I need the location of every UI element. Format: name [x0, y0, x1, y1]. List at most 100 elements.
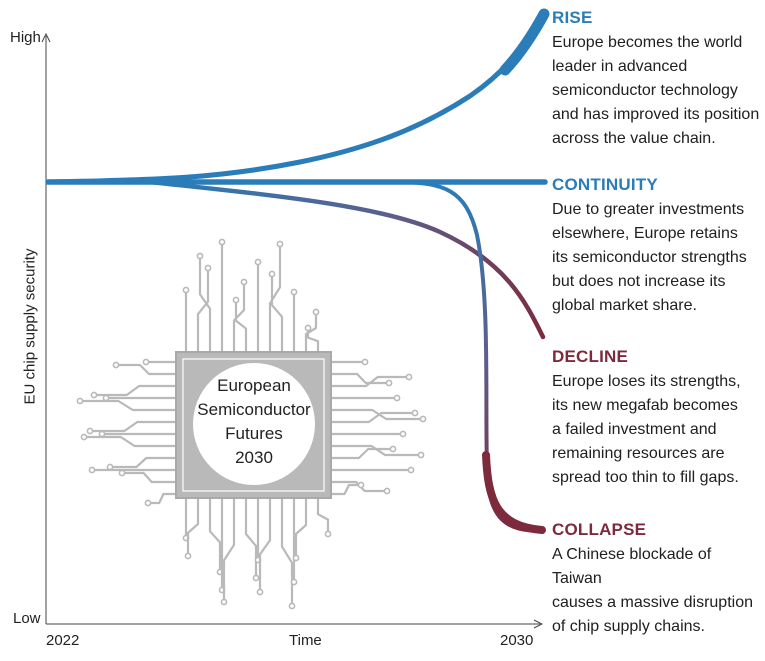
circuit-pad [252, 574, 260, 582]
circuit-pad [383, 487, 391, 495]
description-line: elsewhere, Europe retains [552, 225, 738, 242]
scenario-rise: RISE Europe becomes the world leader in … [552, 8, 764, 151]
x-axis-end-label: 2030 [500, 632, 534, 649]
circuit-pad [361, 358, 369, 366]
description-line: a failed investment and [552, 421, 717, 438]
circuit-trace [120, 471, 178, 484]
circuit-trace [316, 496, 330, 536]
circuit-pad [324, 530, 332, 538]
circuit-pad [196, 252, 204, 260]
circuit-pad [268, 270, 276, 278]
x-axis-arrow [533, 619, 544, 629]
circuit-pad [204, 264, 212, 272]
circuit-trace [92, 384, 178, 397]
scenario-description: Europe loses its strengths, its new mega… [552, 370, 764, 490]
description-line: A Chinese blockade of Taiwan [552, 546, 712, 587]
circuit-trace [198, 254, 212, 354]
circuit-pad [419, 415, 427, 423]
circuit-trace [146, 492, 178, 505]
description-line: of chip supply chains. [552, 618, 705, 635]
center-label-line: European [217, 376, 291, 395]
scenario-title: DECLINE [552, 347, 629, 366]
circuit-trace [280, 496, 294, 608]
circuit-pad [417, 451, 425, 459]
circuit-trace [208, 496, 222, 574]
description-line: Due to greater investments [552, 201, 745, 218]
circuit-trace [78, 399, 178, 412]
center-label: European Semiconductor Futures 2030 [190, 374, 318, 470]
description-line: leader in advanced [552, 58, 688, 75]
circuit-trace [329, 411, 417, 424]
circuit-trace [186, 496, 200, 558]
circuit-pad [288, 602, 296, 610]
description-line: its new megafab becomes [552, 397, 738, 414]
circuit-pad [357, 481, 365, 489]
circuit-pad [76, 397, 84, 405]
description-line: semiconductor technology [552, 82, 738, 99]
y-axis-title: EU chip supply security [21, 248, 39, 405]
circuit-pad [232, 296, 240, 304]
collapse-curve-thick-end [482, 451, 546, 534]
circuit-trace [82, 435, 178, 448]
circuit-pad [312, 308, 320, 316]
x-axis-start-label: 2022 [46, 632, 80, 649]
rise-curve-thick-end [499, 8, 550, 76]
center-label-line: 2030 [235, 448, 273, 467]
circuit-pad [112, 361, 120, 369]
description-line: Europe loses its strengths, [552, 373, 741, 390]
circuit-pad [393, 394, 401, 402]
y-axis-low-label: Low [13, 610, 41, 627]
center-label-line: Semiconductor [197, 400, 311, 419]
description-line: remaining resources are [552, 445, 725, 462]
circuit-pad [385, 379, 393, 387]
circuit-pad [80, 433, 88, 441]
scenario-description: Europe becomes the world leader in advan… [552, 31, 764, 151]
circuit-pad [182, 286, 190, 294]
circuit-pad [90, 391, 98, 399]
circuit-trace [268, 242, 282, 354]
circuit-trace [306, 326, 320, 354]
circuit-pad [98, 430, 106, 438]
circuit-pad [142, 358, 150, 366]
circuit-trace [114, 363, 178, 376]
circuit-pad [86, 427, 94, 435]
collapse-curve [393, 180, 544, 533]
scenario-title: RISE [552, 8, 593, 27]
description-line: causes a massive disruption [552, 594, 753, 611]
circuit-pad [220, 598, 228, 606]
scenario-title: COLLAPSE [552, 520, 647, 539]
description-line: its semiconductor strengths [552, 249, 747, 266]
y-axis-arrow [41, 32, 51, 43]
circuit-pad [290, 288, 298, 296]
circuit-trace [196, 266, 210, 354]
axes [41, 32, 544, 629]
circuit-pad [254, 258, 262, 266]
scenario-description: A Chinese blockade of Taiwan causes a ma… [552, 543, 764, 639]
circuit-pad [405, 373, 413, 381]
circuit-pad [218, 238, 226, 246]
description-line: global market share. [552, 297, 697, 314]
circuit-pad [118, 469, 126, 477]
chip-icon [76, 238, 427, 610]
circuit-pad [88, 466, 96, 474]
y-axis-high-label: High [10, 29, 41, 46]
circuit-pad [407, 466, 415, 474]
circuit-pad [240, 278, 248, 286]
circuit-trace [232, 280, 246, 354]
circuit-trace [329, 447, 395, 460]
description-line: but does not increase its [552, 273, 726, 290]
circuit-trace [108, 456, 178, 469]
circuit-pad [290, 578, 298, 586]
circuit-trace [244, 496, 258, 580]
description-line: and has improved its position [552, 106, 760, 123]
center-label-line: Futures [225, 424, 283, 443]
chip-inner-border [182, 358, 325, 492]
decline-curve [147, 179, 546, 340]
scenario-collapse: COLLAPSE A Chinese blockade of Taiwan ca… [552, 520, 764, 639]
description-line: across the value chain. [552, 130, 716, 147]
scenario-curves [45, 8, 550, 534]
description-line: Europe becomes the world [552, 34, 743, 51]
scenario-description: Due to greater investments elsewhere, Eu… [552, 198, 764, 318]
chip-center-circle [193, 363, 315, 485]
rise-curve [45, 11, 547, 185]
